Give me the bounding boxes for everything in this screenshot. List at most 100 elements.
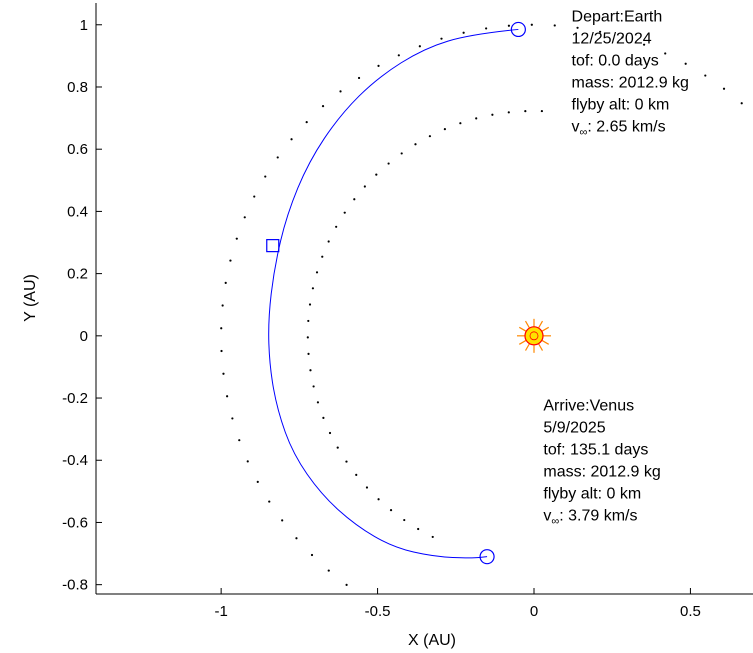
y-tick-label: 1 <box>80 17 88 34</box>
y-tick-label: 0.4 <box>67 203 88 220</box>
orbit-dot <box>311 287 315 290</box>
y-tick-label: 0.8 <box>67 79 88 96</box>
orbit-dot <box>226 395 229 398</box>
orbit-dot <box>353 198 356 201</box>
orbit-dot <box>220 349 223 353</box>
orbit-dot <box>684 62 687 65</box>
orbit-dot <box>281 519 284 522</box>
orbit-dot <box>443 128 446 131</box>
arrive-annotation-line: mass: 2012.9 kg <box>543 463 660 480</box>
orbit-dot <box>268 500 271 503</box>
depart-vinf-line: v∞: 2.65 km/s <box>572 119 666 139</box>
orbit-dot <box>621 36 624 39</box>
x-tick-label: -0.5 <box>365 603 391 620</box>
orbit-dot <box>308 303 312 306</box>
transfer-trajectory <box>268 28 519 559</box>
orbit-dot <box>243 216 246 219</box>
y-axis-label: Y (AU) <box>22 274 39 322</box>
arrive-annotation-line: 5/9/2025 <box>543 419 605 436</box>
orbit-dot <box>363 185 366 188</box>
orbit-dot <box>343 211 346 214</box>
orbit-dot <box>306 336 309 339</box>
y-tick-label: -0.8 <box>62 577 88 594</box>
sun-ray <box>518 326 527 332</box>
orbit-dot <box>328 431 332 435</box>
orbit-dot <box>387 162 390 165</box>
orbit-dot <box>722 87 726 90</box>
x-tick-label: 0.5 <box>680 603 701 620</box>
orbit-dot <box>530 23 533 26</box>
orbit-dot <box>224 281 227 284</box>
orbit-dot <box>253 195 256 198</box>
arrive-annotation-line: tof: 135.1 days <box>543 441 648 458</box>
depart-marker <box>510 21 526 38</box>
orbit-dot <box>276 156 279 159</box>
orbit-dot <box>222 372 225 375</box>
orbit-dot <box>403 518 406 522</box>
depart-annotation-line: mass: 2012.9 kg <box>572 75 689 92</box>
orbit-dot <box>238 439 241 442</box>
sun-ray <box>524 343 531 351</box>
depart-annotation-line: tof: 0.0 days <box>572 53 659 70</box>
orbit-dot <box>377 498 380 501</box>
maneuver-marker <box>266 239 280 253</box>
arrive-annotation-line: flyby alt: 0 km <box>543 485 641 502</box>
sun-ray <box>518 339 527 345</box>
planet-orbits <box>220 23 743 586</box>
orbit-dot <box>339 90 342 93</box>
orbit-dot <box>553 24 556 27</box>
orbit-dot <box>485 27 488 30</box>
orbit-dot <box>462 31 465 34</box>
x-axis-label: X (AU) <box>408 632 456 649</box>
sun-ray <box>524 320 531 329</box>
orbit-dot <box>642 43 646 46</box>
orbit-dot <box>327 240 330 243</box>
orbit-dot <box>740 102 743 105</box>
orbit-dot <box>507 24 511 27</box>
orbit-dot <box>246 460 249 463</box>
y-tick-label: -0.4 <box>62 452 88 469</box>
orbit-dot <box>459 122 462 125</box>
orbit-dot <box>491 113 494 116</box>
orbit-dot <box>377 64 380 68</box>
orbit-dot <box>428 135 432 138</box>
orbit-dot <box>440 37 443 40</box>
orbit-dot <box>307 319 310 323</box>
orbit-dot <box>345 460 348 463</box>
orbit-dot <box>664 52 667 55</box>
orbit-dot <box>235 237 238 240</box>
x-axis-ticks: -1 -0.5 0 0.5 <box>214 588 701 620</box>
orbit-dot <box>322 416 325 419</box>
orbit-dot <box>336 446 339 449</box>
orbit-dot <box>231 417 234 420</box>
sun-ray <box>537 343 544 351</box>
orbit-dot <box>220 327 223 330</box>
orbit-dot <box>599 30 602 33</box>
orbit-dot <box>389 509 393 512</box>
orbit-dot <box>316 401 320 404</box>
orbit-dot <box>400 152 403 155</box>
orbit-dot <box>290 138 293 141</box>
orbit-dot <box>305 121 308 124</box>
y-tick-label: 0.2 <box>67 266 88 283</box>
plot-area <box>96 3 753 594</box>
orbit-dot <box>417 527 420 531</box>
x-tick-label: 0 <box>530 603 538 620</box>
orbit-dot <box>540 109 543 113</box>
orbit-dot <box>335 225 338 228</box>
orbit-dot <box>365 486 369 489</box>
y-tick-label: 0 <box>80 328 88 345</box>
orbit-dot <box>295 537 298 540</box>
y-axis-ticks: 1 0.8 0.6 0.4 0.2 0 -0.2 -0.4 -0.6 -0.8 <box>62 17 102 594</box>
y-tick-label: -0.6 <box>62 514 88 531</box>
orbit-dot <box>375 173 378 176</box>
sun-ray <box>541 339 550 345</box>
orbit-dot <box>418 45 421 48</box>
depart-annotation-line: Depart:Earth <box>572 9 663 26</box>
trajectory-line <box>268 28 519 559</box>
orbit-dot <box>229 259 232 262</box>
orbit-dot <box>357 76 361 80</box>
orbit-dot <box>414 143 417 146</box>
sun-ray <box>537 320 544 329</box>
orbit-dot <box>475 117 478 120</box>
